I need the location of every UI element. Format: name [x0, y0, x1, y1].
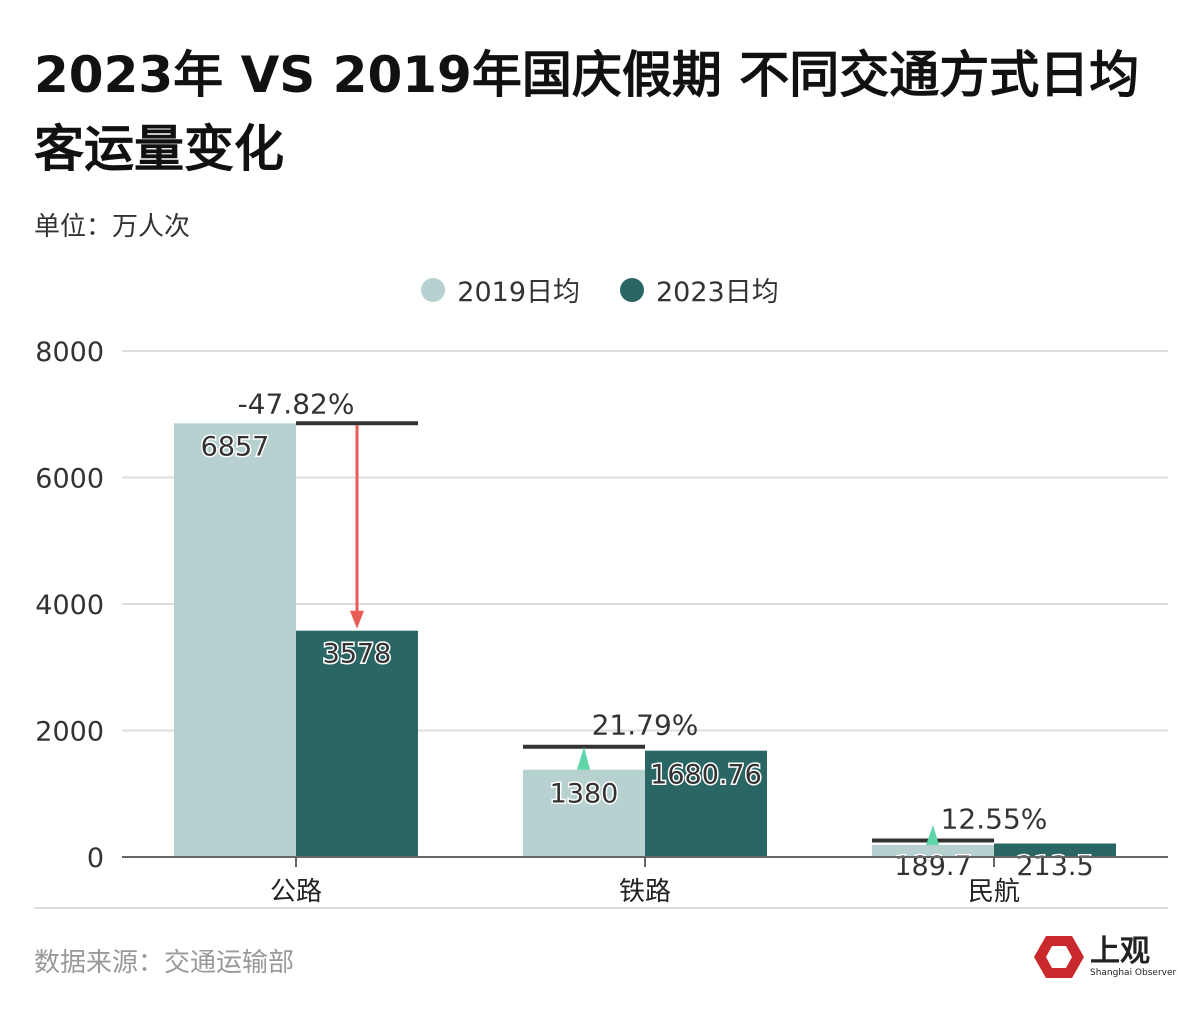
- chart-title: 2023年 VS 2019年国庆假期 不同交通方式日均客运量变化: [34, 46, 1140, 178]
- increase-arrow-icon: [926, 825, 939, 846]
- data-label: 3578: [323, 639, 392, 670]
- y-tick-label: 4000: [35, 590, 104, 621]
- legend-label-2019: 2019日均: [457, 277, 580, 308]
- change-label: 12.55%: [941, 802, 1048, 835]
- y-tick-label: 0: [87, 843, 104, 874]
- legend-item-2019[interactable]: 2019日均: [421, 270, 580, 309]
- unit-label: 单位：万人次: [34, 212, 191, 242]
- x-tick-label: 铁路: [619, 877, 671, 907]
- legend-swatch-2019: [421, 277, 446, 302]
- legend-item-2023[interactable]: 2023日均: [620, 270, 779, 309]
- y-tick-label: 6000: [35, 464, 104, 495]
- data-label: 6857: [201, 431, 270, 462]
- decrease-arrow-icon: [350, 610, 364, 629]
- source-note: 数据来源：交通运输部: [34, 948, 295, 978]
- y-tick-label: 2000: [35, 717, 104, 748]
- data-label: 189.7: [894, 851, 971, 882]
- x-tick-label: 公路: [270, 877, 322, 907]
- bar-2019: [872, 845, 994, 857]
- x-tick-label: 民航: [968, 877, 1020, 907]
- bar-2019: [174, 423, 296, 857]
- bar-2023: [994, 843, 1116, 857]
- y-tick-label: 8000: [35, 337, 104, 368]
- bar-2019: [523, 769, 645, 857]
- logo: 上观 Shanghai Observer: [1034, 934, 1176, 980]
- logo-hexagon-icon: [1034, 936, 1084, 978]
- bar-2023: [645, 750, 767, 857]
- change-label: 21.79%: [592, 709, 699, 742]
- bar-2023: [296, 630, 418, 857]
- data-label: 1680.76: [650, 760, 762, 791]
- legend-label-2023: 2023日均: [656, 277, 779, 308]
- change-label: -47.82%: [238, 387, 355, 420]
- logo-name: 上观: [1090, 934, 1150, 969]
- legend: 2019日均 2023日均: [0, 270, 1200, 309]
- legend-swatch-2023: [620, 277, 644, 302]
- logo-subtitle: Shanghai Observer: [1090, 968, 1177, 978]
- data-label: 213.5: [1016, 851, 1093, 882]
- data-label: 1380: [550, 779, 619, 810]
- increase-arrow-icon: [577, 746, 590, 770]
